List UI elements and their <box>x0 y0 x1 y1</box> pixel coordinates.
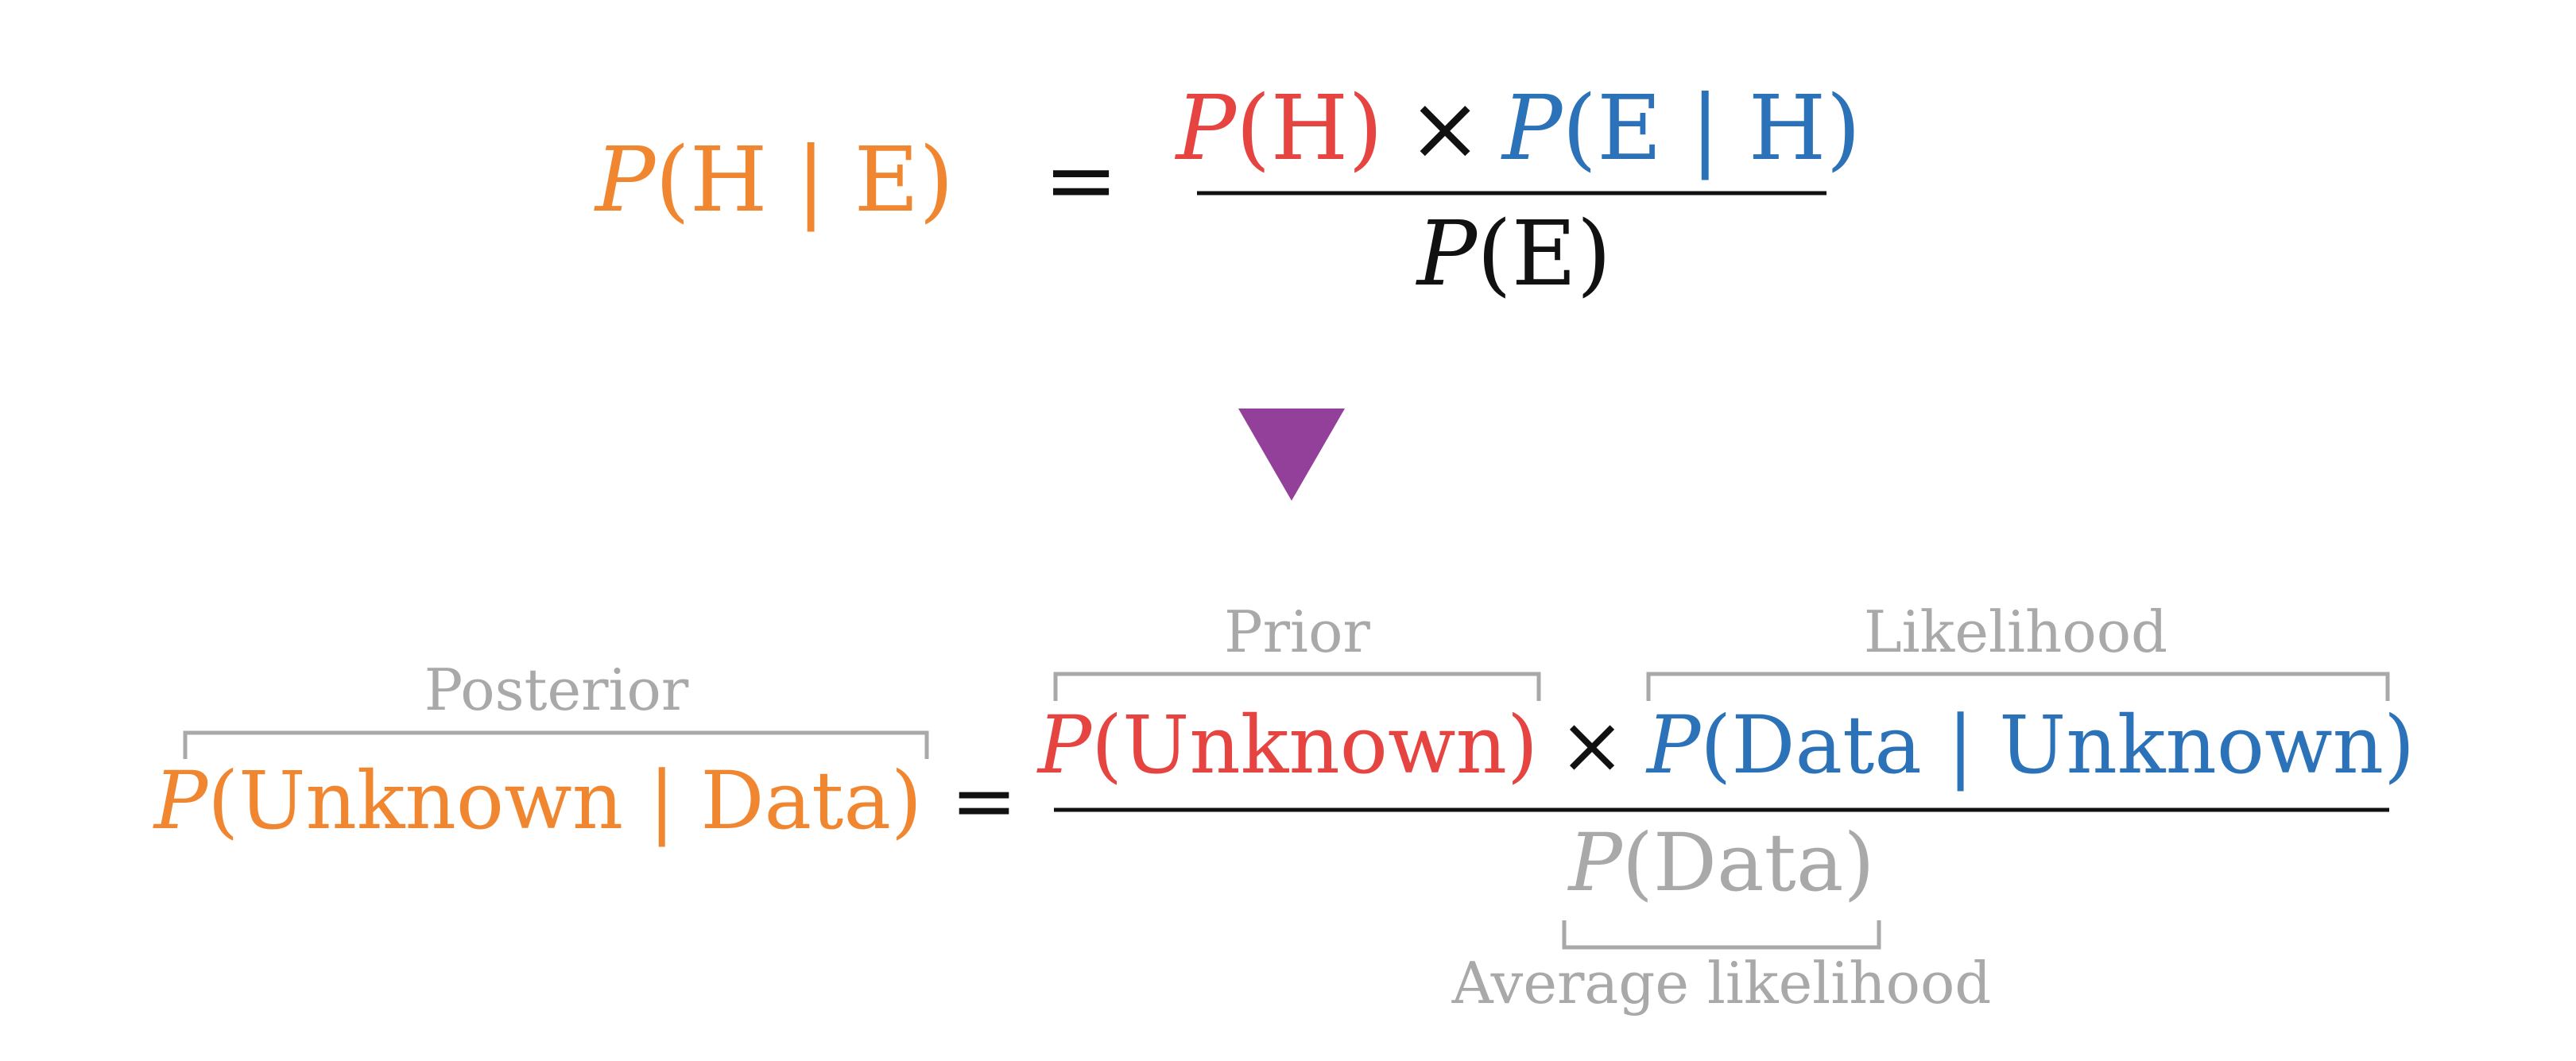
top-evidence: P(E) <box>1416 203 1612 306</box>
bottom-evidence: P(Data) <box>1567 816 1875 909</box>
top-likelihood: P(E | H) <box>1501 77 1861 180</box>
bottom-likelihood: P(Data | Unknown) <box>1645 699 2415 792</box>
prior-bracket <box>1053 672 1541 701</box>
posterior-label: Posterior <box>424 656 689 723</box>
bottom-equation: Posterior P(Unknown | Data) = Prior P(Un… <box>153 598 2415 1016</box>
top-prior: P(H) <box>1175 77 1383 180</box>
posterior-bracket <box>183 730 929 759</box>
likelihood-bracket <box>1646 672 2390 701</box>
top-equation: P(H | E) = P(H) × P(E | H) P(E) <box>594 77 1861 306</box>
average-likelihood-label: Average likelihood <box>1451 950 1992 1016</box>
likelihood-label: Likelihood <box>1864 598 2167 665</box>
bottom-equals-sign: = <box>951 754 1017 847</box>
average-likelihood-bracket <box>1562 920 1881 950</box>
bottom-times-sign: × <box>1559 699 1625 792</box>
prior-label: Prior <box>1224 598 1370 665</box>
down-triangle-icon <box>1238 409 1345 501</box>
bottom-posterior: P(Unknown | Data) <box>153 754 922 847</box>
top-posterior: P(H | E) <box>594 129 954 232</box>
top-times-sign: × <box>1408 77 1482 180</box>
bottom-prior: P(Unknown) <box>1036 699 1538 792</box>
top-equals-sign: = <box>1044 129 1118 232</box>
